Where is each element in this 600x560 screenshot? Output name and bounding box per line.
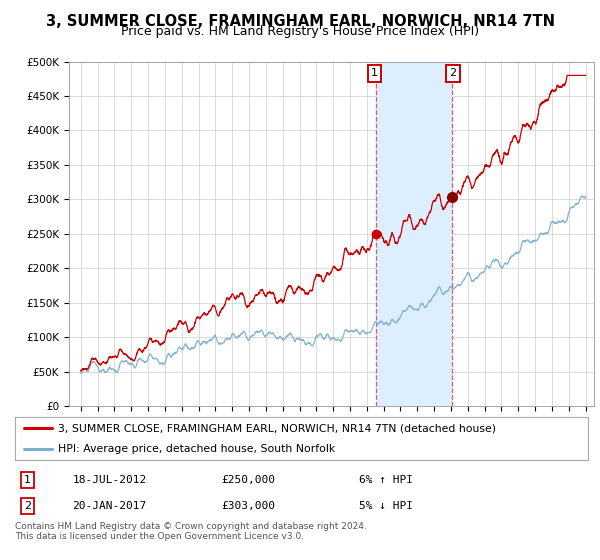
Text: 2: 2 [24,501,31,511]
Text: Price paid vs. HM Land Registry's House Price Index (HPI): Price paid vs. HM Land Registry's House … [121,25,479,38]
Text: £303,000: £303,000 [221,501,275,511]
Text: 6% ↑ HPI: 6% ↑ HPI [359,475,413,485]
Text: 1: 1 [24,475,31,485]
Text: 1: 1 [371,68,378,78]
Text: 3, SUMMER CLOSE, FRAMINGHAM EARL, NORWICH, NR14 7TN: 3, SUMMER CLOSE, FRAMINGHAM EARL, NORWIC… [46,14,554,29]
Bar [376,62,452,406]
Text: £250,000: £250,000 [221,475,275,485]
Text: Contains HM Land Registry data © Crown copyright and database right 2024.
This d: Contains HM Land Registry data © Crown c… [15,522,367,542]
Text: HPI: Average price, detached house, South Norfolk: HPI: Average price, detached house, Sout… [58,444,335,454]
Text: 3, SUMMER CLOSE, FRAMINGHAM EARL, NORWICH, NR14 7TN (detached house): 3, SUMMER CLOSE, FRAMINGHAM EARL, NORWIC… [58,423,496,433]
Text: 18-JUL-2012: 18-JUL-2012 [73,475,146,485]
Text: 5% ↓ HPI: 5% ↓ HPI [359,501,413,511]
Text: 20-JAN-2017: 20-JAN-2017 [73,501,146,511]
Text: 2: 2 [449,68,457,78]
